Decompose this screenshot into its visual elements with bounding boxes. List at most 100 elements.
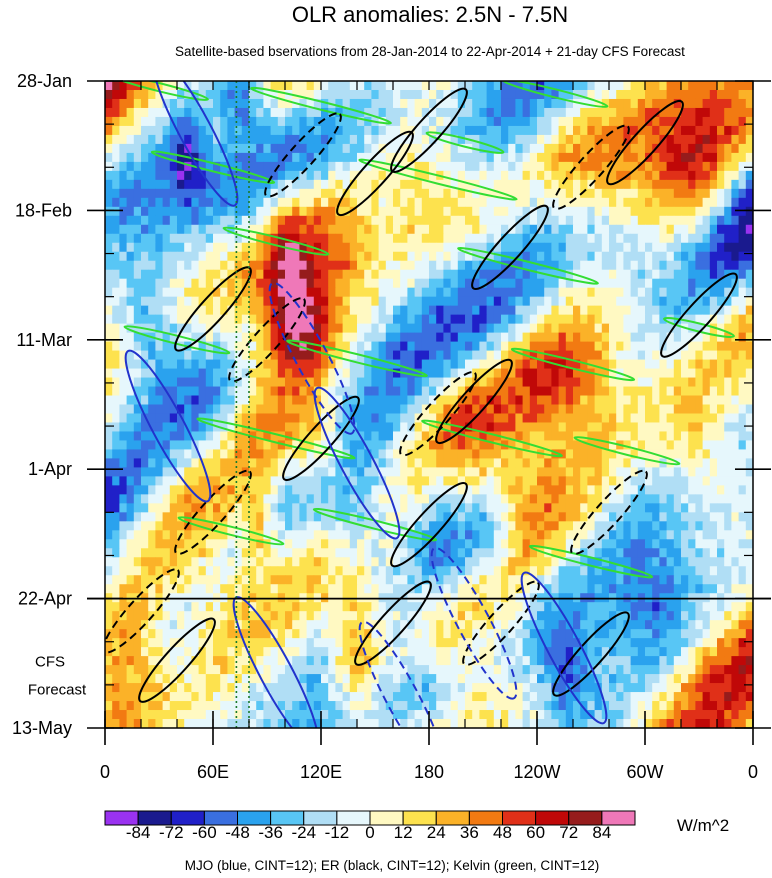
heatmap-cell [285,260,293,271]
heatmap-cell [364,332,372,342]
heatmap-cell [169,377,178,387]
heatmap-cell [508,251,516,262]
heatmap-cell [328,503,336,513]
heatmap-cell [695,530,703,540]
heatmap-cell [270,530,279,540]
heatmap-cell [198,287,207,298]
heatmap-cell [400,386,408,396]
heatmap-cell [119,503,127,513]
heatmap-cell [565,368,574,378]
heatmap-cell [321,188,329,199]
heatmap-cell [587,125,595,136]
heatmap-cell [385,179,394,190]
heatmap-cell [393,98,401,109]
heatmap-cell [551,143,559,154]
heatmap-cell [493,152,502,163]
heatmap-cell [126,521,135,531]
heatmap-cell [126,566,135,576]
heatmap-cell [429,233,437,244]
heatmap-cell [371,296,379,307]
heatmap-cell [537,269,545,280]
heatmap-cell [594,206,603,217]
heatmap-cell [119,206,127,217]
heatmap-cell [335,224,343,235]
heatmap-cell [479,530,487,540]
heatmap-cell [234,404,243,414]
heatmap-cell [515,467,523,477]
heatmap-cell [616,413,624,423]
heatmap-cell [112,81,120,91]
heatmap-cell [630,260,639,271]
heatmap-cell [465,557,473,567]
heatmap-cell [299,287,307,298]
heatmap-cell [105,188,113,199]
heatmap-cell [220,548,228,558]
heatmap-cell [436,377,444,387]
heatmap-cell [702,170,711,181]
heatmap-cell [472,170,480,181]
heatmap-cell [191,512,199,522]
heatmap-cell [695,395,703,405]
heatmap-cell [112,161,120,172]
heatmap-cell [249,161,257,172]
heatmap-cell [263,233,271,244]
heatmap-cell [105,368,113,378]
heatmap-cell [515,206,523,217]
heatmap-cell [407,125,415,136]
heatmap-cell [385,431,394,441]
heatmap-cell [551,395,559,405]
heatmap-cell [630,296,639,307]
heatmap-cell [357,494,365,504]
heatmap-cell [681,557,689,567]
heatmap-cell [335,512,343,522]
heatmap-cell [421,512,430,522]
heatmap-cell [493,260,502,271]
heatmap-cell [450,314,459,325]
heatmap-cell [745,134,753,145]
heatmap-cell [220,81,228,91]
heatmap-cell [673,548,682,558]
heatmap-cell [652,188,660,199]
heatmap-cell [321,476,329,486]
heatmap-cell [551,476,559,486]
heatmap-cell [349,341,358,351]
heatmap-cell [270,512,279,522]
heatmap-cell [609,81,617,91]
heatmap-cell [702,314,711,325]
heatmap-cell [529,467,538,477]
heatmap-cell [378,278,387,289]
heatmap-cell [400,188,408,199]
heatmap-cell [364,548,372,558]
heatmap-cell [745,269,753,280]
heatmap-cell [364,485,372,495]
heatmap-cell [681,359,689,369]
heatmap-cell [724,215,732,226]
heatmap-cell [342,332,351,342]
heatmap-cell [112,170,120,181]
heatmap-cell [155,98,163,109]
heatmap-cell [328,395,336,405]
heatmap-cell [378,98,387,109]
heatmap-cell [119,179,127,190]
heatmap-cell [544,179,552,190]
heatmap-cell [234,269,243,280]
heatmap-cell [551,404,559,414]
heatmap-cell [501,548,509,558]
heatmap-cell [328,341,336,351]
heatmap-cell [501,341,509,351]
heatmap-cell [177,278,185,289]
heatmap-cell [745,89,753,100]
heatmap-cell [472,116,480,127]
heatmap-cell [414,404,423,414]
heatmap-cell [623,314,631,325]
heatmap-cell [616,341,624,351]
heatmap-cell [321,458,329,468]
heatmap-cell [292,512,300,522]
heatmap-cell [378,134,387,145]
heatmap-cell [645,323,653,334]
heatmap-cell [306,548,315,558]
heatmap-cell [227,152,235,163]
heatmap-cell [335,341,343,351]
heatmap-cell [184,296,192,307]
heatmap-cell [400,260,408,271]
